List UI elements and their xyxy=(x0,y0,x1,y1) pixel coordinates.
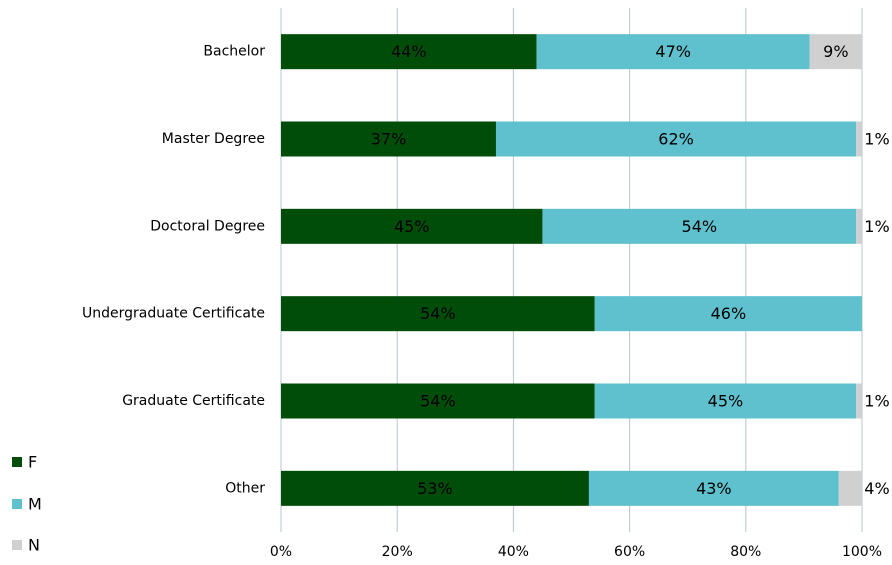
data-label: 54% xyxy=(420,392,456,411)
x-tick-label: 20% xyxy=(382,544,413,560)
data-label: 43% xyxy=(696,479,732,498)
x-tick-label: 40% xyxy=(498,544,529,560)
y-tick-label: Other xyxy=(225,480,265,496)
bar-segment xyxy=(281,121,496,157)
legend-swatch xyxy=(12,499,22,509)
data-label: 62% xyxy=(658,130,694,149)
data-label: 54% xyxy=(682,217,718,236)
y-tick-label: Doctoral Degree xyxy=(150,218,265,234)
legend-label: N xyxy=(28,536,40,555)
bar-segment xyxy=(594,383,857,419)
x-tick-label: 0% xyxy=(270,544,292,560)
bar-segment xyxy=(281,208,543,244)
bar-segment xyxy=(588,470,839,506)
data-label: 47% xyxy=(655,42,691,61)
bar-segment xyxy=(536,34,810,70)
y-tick-label: Graduate Certificate xyxy=(122,393,265,409)
data-label: 53% xyxy=(417,479,453,498)
bar-segment xyxy=(281,34,537,70)
bar-segment xyxy=(856,383,862,419)
bar-segment xyxy=(856,121,862,157)
data-label: 1% xyxy=(864,392,889,411)
legend-swatch xyxy=(12,540,22,550)
data-label: 1% xyxy=(864,217,889,236)
bar-segment xyxy=(281,383,595,419)
bar-segment xyxy=(856,208,862,244)
bar-segment xyxy=(809,34,862,70)
y-tick-label: Master Degree xyxy=(162,131,265,147)
bar-segment xyxy=(542,208,857,244)
data-label: 45% xyxy=(394,217,430,236)
bar-segment xyxy=(281,470,589,506)
y-tick-label: Undergraduate Certificate xyxy=(82,306,265,322)
y-tick-label: Bachelor xyxy=(203,44,265,60)
bar-segment xyxy=(838,470,862,506)
legend-label: M xyxy=(28,495,42,514)
data-label: 45% xyxy=(708,392,744,411)
data-label: 46% xyxy=(711,304,747,323)
bar-segment xyxy=(594,296,862,332)
data-label: 54% xyxy=(420,304,456,323)
data-label: 37% xyxy=(371,130,407,149)
data-label: 1% xyxy=(864,130,889,149)
x-tick-label: 60% xyxy=(614,544,645,560)
x-tick-label: 100% xyxy=(842,544,882,560)
data-label: 9% xyxy=(823,42,848,61)
x-tick-label: 80% xyxy=(730,544,761,560)
legend-label: F xyxy=(28,453,37,472)
data-label: 4% xyxy=(864,479,889,498)
legend-swatch xyxy=(12,457,22,467)
bar-segment xyxy=(281,296,595,332)
data-label: 44% xyxy=(391,42,427,61)
bar-segment xyxy=(495,121,857,157)
